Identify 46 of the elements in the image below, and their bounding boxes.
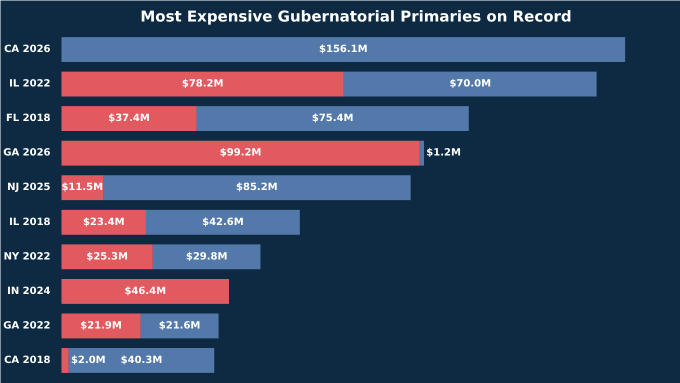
data-label: $21.9M (80, 320, 122, 332)
data-label: $2.0M (70, 354, 106, 366)
data-label: $11.5M (61, 182, 104, 194)
data-label: $23.4M (82, 216, 125, 228)
y-tick-label: NY 2022 (4, 251, 51, 262)
bar (62, 244, 153, 270)
data-label: $37.4M (108, 113, 150, 124)
y-tick-label: GA 2022 (3, 320, 51, 332)
data-label: $25.3M (86, 251, 128, 262)
data-label: $21.6M (158, 320, 200, 332)
bar (344, 72, 597, 96)
bar (62, 140, 420, 166)
data-label: $85.2M (236, 182, 278, 194)
y-tick-label: IL 2018 (9, 216, 51, 228)
data-label: $99.2M (220, 148, 262, 159)
bar (62, 210, 146, 235)
y-tick-label: IN 2024 (7, 286, 51, 297)
data-label: $78.2M (182, 78, 224, 90)
bar (62, 37, 626, 62)
data-label: $75.4M (312, 113, 354, 124)
y-tick-label: GA 2026 (3, 148, 51, 159)
data-label: $70.0M (449, 78, 492, 90)
bar (62, 72, 344, 96)
bar (420, 140, 424, 166)
y-tick-label: IL 2022 (9, 78, 51, 90)
data-label: $156.1M (319, 44, 368, 56)
bar (196, 106, 469, 132)
bar (152, 244, 260, 270)
y-tick-label: NJ 2025 (7, 182, 51, 194)
bar (146, 210, 300, 235)
data-label: $42.6M (202, 216, 244, 228)
bar (103, 175, 411, 200)
bar (62, 106, 197, 132)
bar (62, 348, 69, 373)
y-tick-label: FL 2018 (6, 113, 51, 124)
data-label: $1.2M (426, 148, 461, 159)
chart-title: Most Expensive Gubernatorial Primaries on Record (140, 8, 572, 26)
y-tick-label: CA 2018 (4, 354, 51, 366)
bar (140, 314, 219, 338)
data-label: $29.8M (186, 251, 228, 262)
data-label: $46.4M (124, 286, 166, 297)
bar (62, 278, 230, 304)
bar (62, 314, 141, 338)
y-tick-label: CA 2026 (4, 44, 51, 56)
bar (68, 348, 214, 373)
data-label: $40.3M (120, 354, 162, 366)
